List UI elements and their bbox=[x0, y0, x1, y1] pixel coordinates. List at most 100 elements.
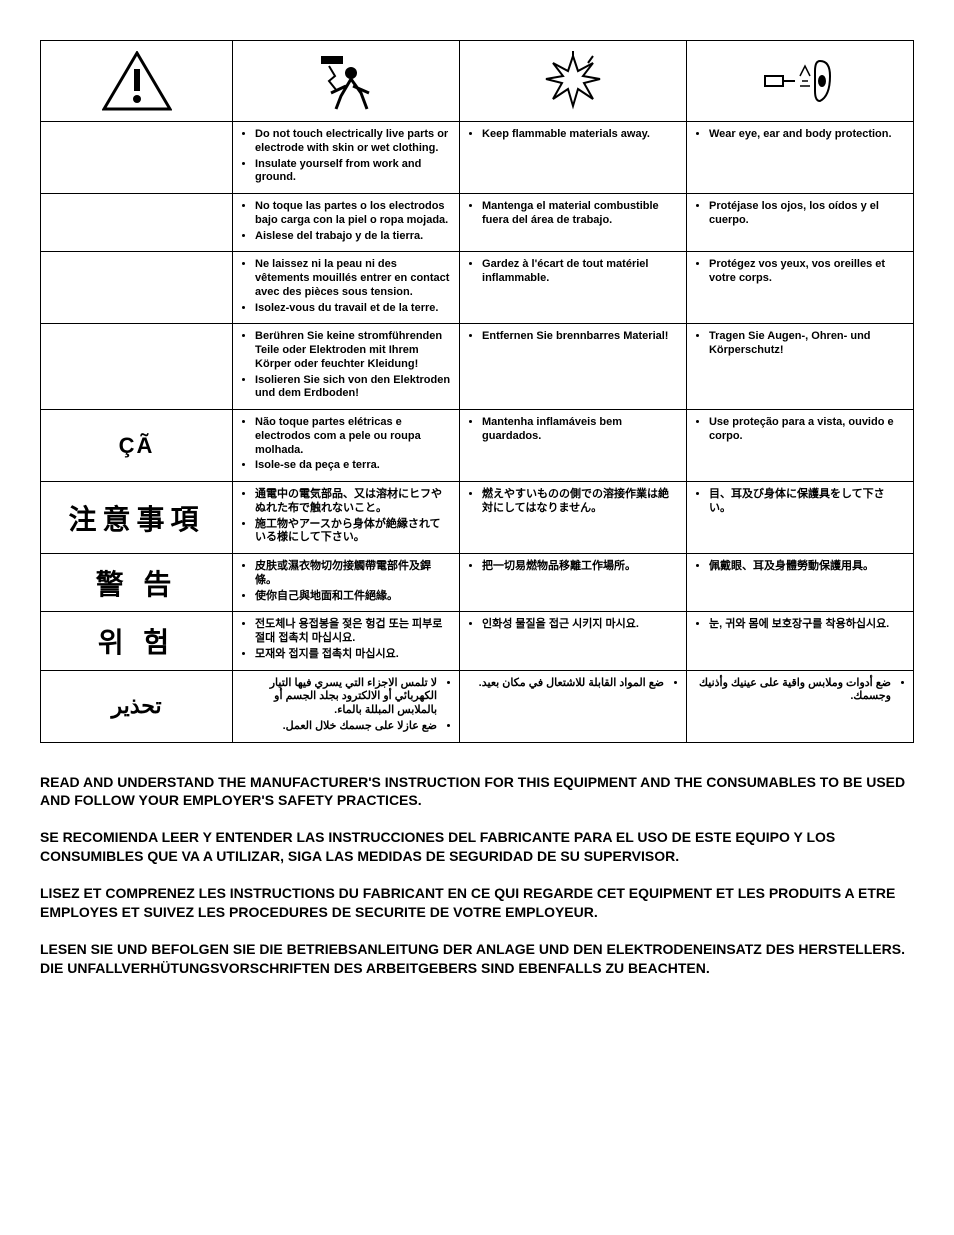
safety-warning-table: Do not touch electrically live parts or … bbox=[40, 40, 914, 743]
warning-cell: Não toque partes elétricas e electrodos … bbox=[233, 410, 460, 482]
warning-item: Isole-se da peça e terra. bbox=[255, 459, 451, 473]
warning-cell: Do not touch electrically live parts or … bbox=[233, 122, 460, 194]
table-row: Do not touch electrically live parts or … bbox=[41, 122, 914, 194]
table-row: 警 告皮肤或濕衣物切勿接觸帶電部件及銲條。使你自己與地面和工件絕緣。 把一切易燃物… bbox=[41, 554, 914, 612]
warning-list: 인화성 물질을 접근 시키지 마시요. bbox=[468, 618, 678, 632]
table-row: 위 험전도체나 용접봉을 젖은 헝겁 또는 피부로 절대 접촉치 마십시요.모재… bbox=[41, 612, 914, 670]
warning-item: 燃えやすいものの側での溶接作業は絶対にしてはなりません。 bbox=[482, 488, 678, 516]
warning-list: Berühren Sie keine stromführenden Teile … bbox=[241, 330, 451, 401]
warning-list: Gardez à l'écart de tout matériel inflam… bbox=[468, 258, 678, 286]
warning-list: 通電中の電気部品、又は溶材にヒフやぬれた布で触れないこと。施工物やアースから身体… bbox=[241, 488, 451, 545]
header-icon-shock bbox=[233, 41, 460, 122]
warning-list: Mantenga el material combustible fuera d… bbox=[468, 200, 678, 228]
warning-item: Mantenga el material combustible fuera d… bbox=[482, 200, 678, 228]
warning-item: 전도체나 용접봉을 젖은 헝겁 또는 피부로 절대 접촉치 마십시요. bbox=[255, 618, 451, 646]
electric-shock-icon bbox=[311, 51, 381, 111]
warning-item: 佩戴眼、耳及身體勞動保護用具。 bbox=[709, 560, 905, 574]
warning-triangle-icon bbox=[102, 51, 172, 111]
warning-item: 눈, 귀와 몸에 보호장구를 착용하십시요. bbox=[709, 618, 905, 632]
warning-list: Use proteção para a vista, ouvido e corp… bbox=[695, 416, 905, 444]
warning-cell: 把一切易燃物品移離工作場所。 bbox=[460, 554, 687, 612]
warning-item: Insulate yourself from work and ground. bbox=[255, 158, 451, 186]
warning-cell: Mantenga el material combustible fuera d… bbox=[460, 194, 687, 252]
warning-cell: 通電中の電気部品、又は溶材にヒフやぬれた布で触れないこと。施工物やアースから身体… bbox=[233, 482, 460, 554]
warning-item: 施工物やアースから身体が絶縁されている様にして下さい。 bbox=[255, 518, 451, 546]
row-label: ÇÃ bbox=[41, 410, 233, 482]
warning-cell: Mantenha inflamáveis bem guardados. bbox=[460, 410, 687, 482]
warning-cell: Keep flammable materials away. bbox=[460, 122, 687, 194]
warning-list: 佩戴眼、耳及身體勞動保護用具。 bbox=[695, 560, 905, 574]
warning-cell: Ne laissez ni la peau ni des vêtements m… bbox=[233, 252, 460, 324]
header-icon-warning bbox=[41, 41, 233, 122]
footer-instructions: READ AND UNDERSTAND THE MANUFACTURER'S I… bbox=[40, 773, 914, 978]
warning-cell: 눈, 귀와 몸에 보호장구를 착용하십시요. bbox=[686, 612, 913, 670]
warning-item: Tragen Sie Augen-, Ohren- und Körperschu… bbox=[709, 330, 905, 358]
table-row: ÇÃ Não toque partes elétricas e electrodo… bbox=[41, 410, 914, 482]
warning-list: 把一切易燃物品移離工作場所。 bbox=[468, 560, 678, 574]
warning-cell: 燃えやすいものの側での溶接作業は絶対にしてはなりません。 bbox=[460, 482, 687, 554]
warning-item: Protégez vos yeux, vos oreilles et votre… bbox=[709, 258, 905, 286]
warning-item: Protéjase los ojos, los oídos y el cuerp… bbox=[709, 200, 905, 228]
warning-item: Keep flammable materials away. bbox=[482, 128, 678, 142]
row-label: 注意事項 bbox=[41, 482, 233, 554]
warning-cell: 皮肤或濕衣物切勿接觸帶電部件及銲條。使你自己與地面和工件絕緣。 bbox=[233, 554, 460, 612]
warning-cell: Protégez vos yeux, vos oreilles et votre… bbox=[686, 252, 913, 324]
warning-item: Mantenha inflamáveis bem guardados. bbox=[482, 416, 678, 444]
warning-cell: Entfernen Sie brennbarres Material! bbox=[460, 324, 687, 410]
table-row: No toque las partes o los electrodos baj… bbox=[41, 194, 914, 252]
warning-item: 인화성 물질을 접근 시키지 마시요. bbox=[482, 618, 678, 632]
row-label bbox=[41, 324, 233, 410]
warning-item: Do not touch electrically live parts or … bbox=[255, 128, 451, 156]
table-row: Berühren Sie keine stromführenden Teile … bbox=[41, 324, 914, 410]
warning-cell: Gardez à l'écart de tout matériel inflam… bbox=[460, 252, 687, 324]
footer-text-fr: LISEZ ET COMPRENEZ LES INSTRUCTIONS DU F… bbox=[40, 884, 914, 922]
warning-cell: ضع أدوات وملابس واقية على عينيك وأذنيك و… bbox=[686, 670, 913, 742]
warning-list: Mantenha inflamáveis bem guardados. bbox=[468, 416, 678, 444]
table-row: Ne laissez ni la peau ni des vêtements m… bbox=[41, 252, 914, 324]
warning-list: Tragen Sie Augen-, Ohren- und Körperschu… bbox=[695, 330, 905, 358]
warning-item: لا تلمس الاجزاء التي يسري فيها التيار ال… bbox=[241, 677, 437, 718]
warning-cell: 目、耳及び身体に保護具をして下さい。 bbox=[686, 482, 913, 554]
warning-item: Berühren Sie keine stromführenden Teile … bbox=[255, 330, 451, 371]
warning-cell: No toque las partes o los electrodos baj… bbox=[233, 194, 460, 252]
warning-list: 눈, 귀와 몸에 보호장구를 착용하십시요. bbox=[695, 618, 905, 632]
warning-item: Ne laissez ni la peau ni des vêtements m… bbox=[255, 258, 451, 299]
footer-text-de: LESEN SIE UND BEFOLGEN SIE DIE BETRIEBSA… bbox=[40, 940, 914, 978]
warning-cell: 인화성 물질을 접근 시키지 마시요. bbox=[460, 612, 687, 670]
explosion-icon bbox=[538, 51, 608, 111]
warning-list: لا تلمس الاجزاء التي يسري فيها التيار ال… bbox=[241, 677, 451, 734]
warning-list: Protégez vos yeux, vos oreilles et votre… bbox=[695, 258, 905, 286]
warning-cell: ضع المواد القابلة للاشتعال في مكان بعيد. bbox=[460, 670, 687, 742]
warning-item: Use proteção para a vista, ouvido e corp… bbox=[709, 416, 905, 444]
warning-item: Não toque partes elétricas e electrodos … bbox=[255, 416, 451, 457]
warning-list: Keep flammable materials away. bbox=[468, 128, 678, 142]
warning-list: Ne laissez ni la peau ni des vêtements m… bbox=[241, 258, 451, 315]
warning-list: No toque las partes o los electrodos baj… bbox=[241, 200, 451, 243]
row-label: تحذير bbox=[41, 670, 233, 742]
row-label: 警 告 bbox=[41, 554, 233, 612]
table-row: تحذيرلا تلمس الاجزاء التي يسري فيها التي… bbox=[41, 670, 914, 742]
warning-item: Entfernen Sie brennbarres Material! bbox=[482, 330, 678, 344]
header-icon-protection bbox=[686, 41, 913, 122]
warning-item: 모재와 접지를 접촉치 마십시요. bbox=[255, 648, 451, 662]
warning-list: ضع المواد القابلة للاشتعال في مكان بعيد. bbox=[468, 677, 678, 691]
warning-item: No toque las partes o los electrodos baj… bbox=[255, 200, 451, 228]
header-icon-explosion bbox=[460, 41, 687, 122]
warning-item: ضع عازلا على جسمك خلال العمل. bbox=[241, 720, 437, 734]
warning-cell: 佩戴眼、耳及身體勞動保護用具。 bbox=[686, 554, 913, 612]
warning-list: Entfernen Sie brennbarres Material! bbox=[468, 330, 678, 344]
footer-text-es: SE RECOMIENDA LEER Y ENTENDER LAS INSTRU… bbox=[40, 828, 914, 866]
warning-item: Gardez à l'écart de tout matériel inflam… bbox=[482, 258, 678, 286]
warning-cell: Wear eye, ear and body protection. bbox=[686, 122, 913, 194]
warning-item: 把一切易燃物品移離工作場所。 bbox=[482, 560, 678, 574]
warning-list: Não toque partes elétricas e electrodos … bbox=[241, 416, 451, 473]
warning-list: 전도체나 용접봉을 젖은 헝겁 또는 피부로 절대 접촉치 마십시요. 모재와 접… bbox=[241, 618, 451, 661]
warning-list: Wear eye, ear and body protection. bbox=[695, 128, 905, 142]
row-label bbox=[41, 194, 233, 252]
warning-item: 目、耳及び身体に保護具をして下さい。 bbox=[709, 488, 905, 516]
warning-cell: Tragen Sie Augen-, Ohren- und Körperschu… bbox=[686, 324, 913, 410]
row-label bbox=[41, 122, 233, 194]
warning-item: 皮肤或濕衣物切勿接觸帶電部件及銲條。 bbox=[255, 560, 451, 588]
warning-cell: لا تلمس الاجزاء التي يسري فيها التيار ال… bbox=[233, 670, 460, 742]
warning-list: Do not touch electrically live parts or … bbox=[241, 128, 451, 185]
